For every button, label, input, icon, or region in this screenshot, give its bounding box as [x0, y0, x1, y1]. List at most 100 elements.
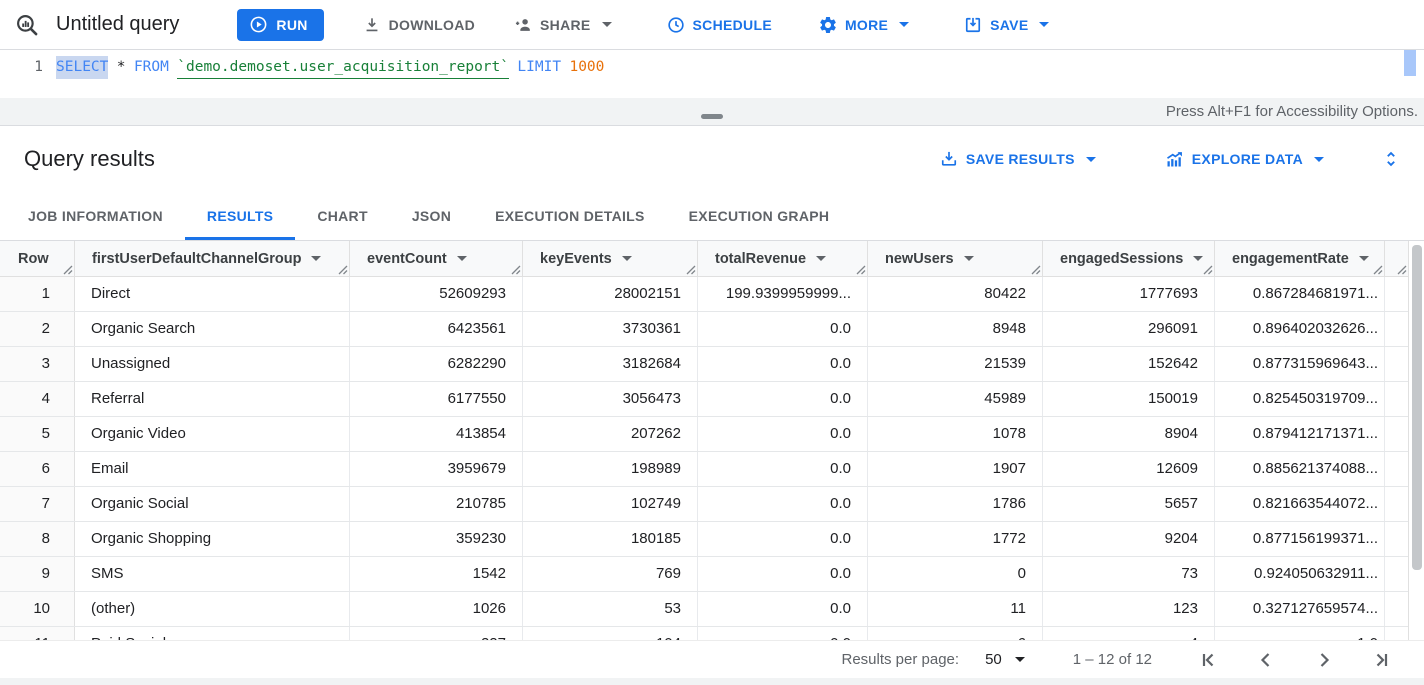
column-header-engagedsessions[interactable]: engagedSessions — [1043, 241, 1215, 276]
table-cell: 11 — [868, 592, 1043, 626]
results-table: Row firstUserDefaultChannelGroup eventCoun… — [0, 241, 1408, 640]
column-header-totalrevenue[interactable]: totalRevenue — [698, 241, 868, 276]
more-button[interactable]: MORE — [806, 7, 921, 43]
table-cell: 0.0 — [698, 382, 868, 416]
tab-label: EXECUTION DETAILS — [495, 208, 645, 224]
table-cell: 198989 — [523, 452, 698, 486]
explore-data-button[interactable]: EXPLORE DATA — [1152, 141, 1336, 177]
tab-execution-graph[interactable]: EXECUTION GRAPH — [667, 192, 852, 240]
save-button[interactable]: SAVE — [951, 7, 1061, 43]
row-number-cell: 4 — [0, 382, 75, 416]
page-size-select[interactable]: 50 — [985, 651, 1025, 668]
table-cell: Paid Social — [75, 627, 350, 640]
sql-table-reference-link[interactable]: `demo.demoset.user_acquisition_report` — [177, 56, 509, 79]
table-cell: 3182684 — [523, 347, 698, 381]
tab-results[interactable]: RESULTS — [184, 192, 296, 240]
table-cell: Organic Search — [75, 312, 350, 346]
column-resize-handle[interactable] — [338, 265, 348, 275]
table-cell: 1542 — [350, 557, 523, 591]
table-row: 10 (other) 1026 53 0.0 11 123 0.327127659574... — [0, 592, 1408, 627]
table-cell: 0.877315969643... — [1215, 347, 1385, 381]
table-cell: 0.879412171371... — [1215, 417, 1385, 451]
schedule-button[interactable]: SCHEDULE — [654, 7, 784, 43]
save-results-button[interactable]: SAVE RESULTS — [927, 141, 1108, 177]
table-cell: SMS — [75, 557, 350, 591]
share-button[interactable]: SHARE — [501, 7, 624, 43]
chevron-down-icon — [1039, 22, 1050, 27]
column-header-keyevents[interactable]: keyEvents — [523, 241, 698, 276]
column-header-engagementrate[interactable]: engagementRate — [1215, 241, 1385, 276]
table-cell: (other) — [75, 592, 350, 626]
chevron-down-icon — [1085, 156, 1096, 162]
tab-chart[interactable]: CHART — [295, 192, 390, 240]
table-cell: 12609 — [1043, 452, 1215, 486]
column-menu-caret-icon[interactable] — [311, 256, 322, 261]
column-label: totalRevenue — [715, 250, 807, 267]
table-cell: Email — [75, 452, 350, 486]
column-menu-caret-icon[interactable] — [1358, 256, 1369, 261]
column-menu-caret-icon[interactable] — [456, 256, 467, 261]
table-cell: 104 — [523, 627, 698, 640]
table-cell: 1786 — [868, 487, 1043, 521]
column-menu-caret-icon[interactable] — [963, 256, 974, 261]
column-header-newusers[interactable]: newUsers — [868, 241, 1043, 276]
last-page-button[interactable] — [1370, 648, 1394, 672]
row-number-cell: 6 — [0, 452, 75, 486]
next-page-button[interactable] — [1312, 648, 1336, 672]
download-button[interactable]: DOWNLOAD — [350, 7, 487, 43]
table-vertical-scrollbar[interactable] — [1408, 241, 1424, 640]
column-label: Row — [18, 250, 49, 267]
column-header-firstuserdefaultchannelgroup[interactable]: firstUserDefaultChannelGroup — [75, 241, 350, 276]
table-cell: 1026 — [350, 592, 523, 626]
chevron-down-icon — [601, 22, 612, 27]
tab-label: RESULTS — [206, 208, 274, 224]
column-resize-handle[interactable] — [1397, 265, 1407, 275]
first-page-button[interactable] — [1196, 648, 1220, 672]
table-cell: 199.9399959999... — [698, 277, 868, 311]
table-scrollbar-thumb[interactable] — [1412, 245, 1422, 570]
sql-limit-value: 1000 — [569, 59, 605, 75]
horizontal-scrollbar-track[interactable] — [0, 678, 1424, 685]
tab-execution-details[interactable]: EXECUTION DETAILS — [473, 192, 667, 240]
tab-job-information[interactable]: JOB INFORMATION — [6, 192, 185, 240]
table-cell: 210785 — [350, 487, 523, 521]
table-cell: 207262 — [523, 417, 698, 451]
tab-label: JSON — [411, 208, 452, 224]
tab-json[interactable]: JSON — [390, 192, 473, 240]
panel-resize-handle[interactable] — [701, 114, 723, 119]
expand-results-button[interactable] — [1380, 148, 1402, 170]
column-resize-handle[interactable] — [1203, 265, 1213, 275]
column-label: engagementRate — [1232, 250, 1349, 267]
run-button[interactable]: RUN — [237, 8, 324, 41]
explore-data-label: EXPLORE DATA — [1191, 151, 1303, 167]
save-label: SAVE — [990, 16, 1029, 33]
row-number-cell: 10 — [0, 592, 75, 626]
column-resize-handle[interactable] — [856, 265, 866, 275]
column-header-row[interactable]: Row — [0, 241, 75, 276]
table-row: 11Paid Social2271040.0641.0 — [0, 627, 1408, 640]
column-resize-handle[interactable] — [1373, 265, 1383, 275]
table-cell: 0.867284681971... — [1215, 277, 1385, 311]
table-cell: Direct — [75, 277, 350, 311]
table-cell: 296091 — [1043, 312, 1215, 346]
column-menu-caret-icon[interactable] — [1193, 256, 1204, 261]
row-number-cell: 3 — [0, 347, 75, 381]
column-resize-handle[interactable] — [1031, 265, 1041, 275]
previous-page-button[interactable] — [1254, 648, 1278, 672]
sql-editor[interactable]: 1 SELECT * FROM `demo.demoset.user_acqui… — [0, 50, 1424, 98]
table-cell: Unassigned — [75, 347, 350, 381]
table-cell: 4 — [1043, 627, 1215, 640]
column-menu-caret-icon[interactable] — [621, 256, 632, 261]
table-cell: 1777693 — [1043, 277, 1215, 311]
row-number-cell: 8 — [0, 522, 75, 556]
editor-status-strip: Press Alt+F1 for Accessibility Options. — [0, 98, 1424, 126]
column-header-eventcount[interactable]: eventCount — [350, 241, 523, 276]
column-resize-handle[interactable] — [686, 265, 696, 275]
column-resize-handle[interactable] — [511, 265, 521, 275]
table-cell: 8904 — [1043, 417, 1215, 451]
save-icon — [963, 15, 983, 35]
table-cell: 0.885621374088... — [1215, 452, 1385, 486]
editor-scrollbar-thumb[interactable] — [1404, 50, 1416, 76]
column-resize-handle[interactable] — [63, 265, 73, 275]
column-menu-caret-icon[interactable] — [816, 256, 827, 261]
